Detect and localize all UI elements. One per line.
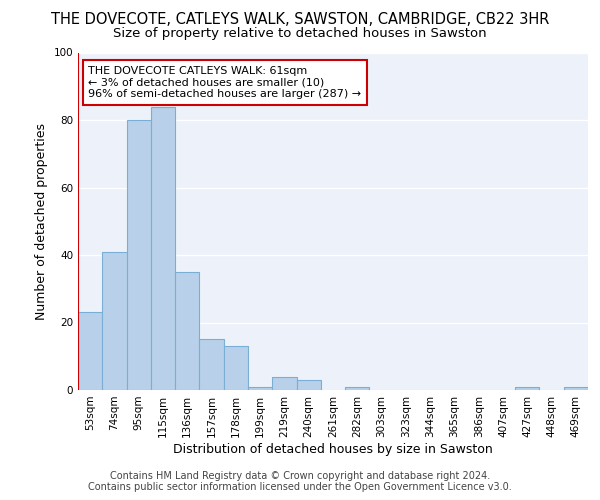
Bar <box>296 380 321 390</box>
Bar <box>345 386 370 390</box>
Bar <box>127 120 151 390</box>
Text: Contains HM Land Registry data © Crown copyright and database right 2024.
Contai: Contains HM Land Registry data © Crown c… <box>88 471 512 492</box>
Bar <box>175 272 199 390</box>
Bar <box>199 340 224 390</box>
Bar <box>102 252 127 390</box>
Text: THE DOVECOTE CATLEYS WALK: 61sqm
← 3% of detached houses are smaller (10)
96% of: THE DOVECOTE CATLEYS WALK: 61sqm ← 3% of… <box>88 66 361 99</box>
Bar <box>151 106 175 390</box>
Bar <box>224 346 248 390</box>
Bar <box>272 376 296 390</box>
X-axis label: Distribution of detached houses by size in Sawston: Distribution of detached houses by size … <box>173 442 493 456</box>
Bar <box>78 312 102 390</box>
Text: THE DOVECOTE, CATLEYS WALK, SAWSTON, CAMBRIDGE, CB22 3HR: THE DOVECOTE, CATLEYS WALK, SAWSTON, CAM… <box>51 12 549 28</box>
Bar <box>564 386 588 390</box>
Bar <box>515 386 539 390</box>
Text: Size of property relative to detached houses in Sawston: Size of property relative to detached ho… <box>113 28 487 40</box>
Y-axis label: Number of detached properties: Number of detached properties <box>35 122 48 320</box>
Bar <box>248 386 272 390</box>
